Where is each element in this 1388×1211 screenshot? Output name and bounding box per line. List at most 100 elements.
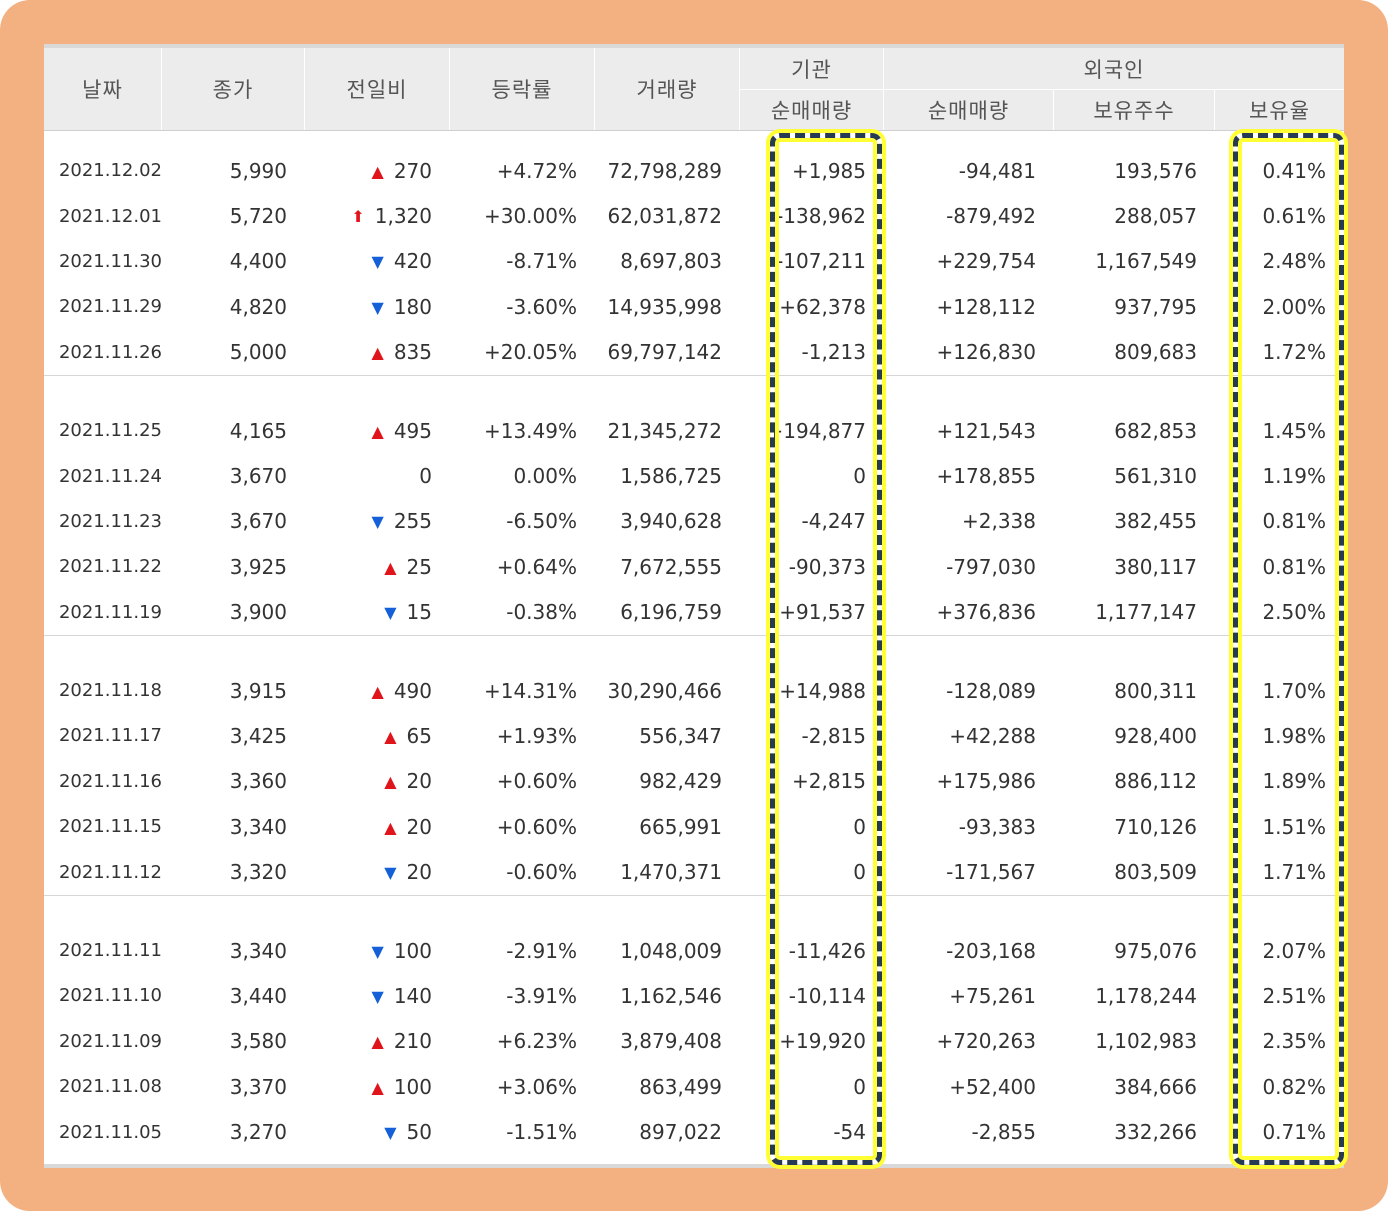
cell-institution-net: 0 [853, 860, 866, 885]
table-row[interactable]: 2021.12.02 5,990 ▲ 270 +4.72% 72,798,289 +1,98… [44, 148, 1344, 193]
table-row[interactable]: 2021.11.16 3,360 ▲ 20 +0.60% 982,429 +2,815 +17… [44, 759, 1344, 804]
table-row[interactable]: 2021.11.05 3,270 ▼ 50 -1.51% 897,022 -54 -2,855… [44, 1109, 1344, 1154]
cell-volume: 1,586,725 [620, 464, 722, 489]
table-row[interactable]: 2021.11.26 5,000 ▲ 835 +20.05% 69,797,142 -1,2… [44, 330, 1344, 376]
table-row[interactable]: 2021.11.30 4,400 ▼ 420 -8.71% 8,697,803 -107,2… [44, 239, 1344, 284]
cell-volume: 982,429 [639, 769, 722, 794]
change-value: 100 [393, 938, 432, 963]
cell-institution-net: +194,877 [766, 418, 866, 443]
cell-foreign-ratio: 0.41% [1262, 158, 1326, 183]
header-foreign-ratio[interactable]: 보유율 [1215, 90, 1344, 130]
cell-foreign-net: +229,754 [936, 249, 1036, 274]
table-row[interactable]: 2021.11.17 3,425 ▲ 65 +1.93% 556,347 -2,815 +42… [44, 713, 1344, 758]
cell-date: 2021.11.30 [58, 250, 162, 272]
cell-foreign-net: -879,492 [946, 204, 1036, 229]
change-value: 20 [406, 814, 432, 839]
cell-institution-net: -10,114 [788, 983, 866, 1008]
cell-rate: -6.50% [506, 509, 577, 534]
change-value: 490 [393, 678, 432, 703]
cell-institution-net: +19,920 [779, 1029, 866, 1054]
table-row[interactable]: 2021.11.10 3,440 ▼ 140 -3.91% 1,162,546 -10,11… [44, 973, 1344, 1018]
cell-foreign-net: -94,481 [958, 158, 1036, 183]
header-foreign-net[interactable]: 순매매량 [884, 90, 1054, 130]
cell-foreign-shares: 193,576 [1114, 158, 1197, 183]
cell-volume: 1,048,009 [620, 938, 722, 963]
cell-foreign-net: +128,112 [936, 294, 1036, 319]
cell-close: 3,670 [229, 509, 287, 534]
cell-date: 2021.12.01 [58, 205, 162, 227]
cell-date: 2021.11.18 [58, 680, 162, 702]
cell-foreign-shares: 809,683 [1114, 340, 1197, 365]
up-arrow-icon: ▲ [371, 1032, 384, 1052]
table-row[interactable]: 2021.11.08 3,370 ▲ 100 +3.06% 863,499 0 +52,400… [44, 1064, 1344, 1109]
cell-close: 5,000 [229, 340, 287, 365]
cell-foreign-shares: 682,853 [1114, 418, 1197, 443]
cell-foreign-ratio: 1.45% [1262, 418, 1326, 443]
cell-rate: +14.31% [483, 678, 577, 703]
group-separator [44, 634, 1344, 668]
cell-change: ▲ 20 [305, 759, 450, 804]
header-rate[interactable]: 등락률 [450, 48, 595, 130]
cell-foreign-ratio: 0.81% [1262, 509, 1326, 534]
cell-close: 3,425 [229, 723, 287, 748]
cell-foreign-shares: 1,167,549 [1095, 249, 1197, 274]
down-arrow-icon: ▼ [371, 512, 384, 532]
cell-change: 0 [305, 453, 450, 498]
cell-volume: 72,798,289 [607, 158, 722, 183]
table-row[interactable]: 2021.11.11 3,340 ▼ 100 -2.91% 1,048,009 -11,42… [44, 928, 1344, 973]
table-row[interactable]: 2021.11.24 3,670 0 0.00% 1,586,725 0 +178,855 5… [44, 453, 1344, 498]
cell-institution-net: +2,815 [791, 769, 866, 794]
table-row[interactable]: 2021.11.29 4,820 ▼ 180 -3.60% 14,935,998 +62,3… [44, 284, 1344, 329]
cell-rate: -0.38% [506, 600, 577, 625]
cell-foreign-shares: 288,057 [1114, 204, 1197, 229]
up-arrow-icon: ▲ [371, 161, 384, 181]
stock-table-panel: 날짜 종가 전일비 등락률 거래량 기관 순매매량 외국인 순매매량 보유주수 … [44, 44, 1344, 1168]
table-row[interactable]: 2021.11.15 3,340 ▲ 20 +0.60% 665,991 0 -93,383 7… [44, 804, 1344, 849]
cell-rate: +20.05% [483, 340, 577, 365]
table-row[interactable]: 2021.11.18 3,915 ▲ 490 +14.31% 30,290,466 +14,… [44, 668, 1344, 713]
header-volume[interactable]: 거래량 [595, 48, 740, 130]
cell-foreign-net: +178,855 [936, 464, 1036, 489]
header-date[interactable]: 날짜 [44, 48, 162, 130]
change-value: 65 [406, 723, 432, 748]
cell-rate: +6.23% [496, 1029, 577, 1054]
cell-close: 5,720 [229, 204, 287, 229]
cell-date: 2021.11.16 [58, 770, 162, 792]
table-row[interactable]: 2021.11.25 4,165 ▲ 495 +13.49% 21,345,272 +194… [44, 408, 1344, 453]
up-arrow-icon: ▲ [384, 817, 397, 837]
cell-foreign-ratio: 0.81% [1262, 554, 1326, 579]
cell-foreign-shares: 1,102,983 [1095, 1029, 1197, 1054]
cell-foreign-net: -203,168 [946, 938, 1036, 963]
change-value: 20 [406, 860, 432, 885]
cell-volume: 14,935,998 [607, 294, 722, 319]
cell-volume: 21,345,272 [607, 418, 722, 443]
header-change[interactable]: 전일비 [305, 48, 450, 130]
cell-close: 3,370 [229, 1074, 287, 1099]
header-foreign-shares[interactable]: 보유주수 [1054, 90, 1215, 130]
cell-foreign-shares: 800,311 [1114, 678, 1197, 703]
table-row[interactable]: 2021.12.01 5,720 ⬆ 1,320 +30.00% 62,031,872 -1… [44, 193, 1344, 238]
cell-rate: -3.60% [506, 294, 577, 319]
cell-date: 2021.12.02 [58, 160, 162, 182]
cell-rate: +0.64% [496, 554, 577, 579]
table-row[interactable]: 2021.11.19 3,900 ▼ 15 -0.38% 6,196,759 +91,537… [44, 590, 1344, 636]
table-row[interactable]: 2021.11.09 3,580 ▲ 210 +6.23% 3,879,408 +19,92… [44, 1019, 1344, 1064]
cell-date: 2021.11.12 [58, 861, 162, 883]
cell-rate: -8.71% [506, 249, 577, 274]
cell-date: 2021.11.09 [58, 1030, 162, 1052]
cell-volume: 1,470,371 [620, 860, 722, 885]
down-arrow-icon: ▼ [384, 863, 397, 883]
down-arrow-icon: ▼ [384, 603, 397, 623]
group-separator [44, 374, 1344, 408]
top-divider [44, 44, 1344, 48]
header-close[interactable]: 종가 [162, 48, 305, 130]
table-row[interactable]: 2021.11.23 3,670 ▼ 255 -6.50% 3,940,628 -4,247… [44, 499, 1344, 544]
change-value: 0 [419, 464, 432, 489]
cell-volume: 3,940,628 [620, 509, 722, 534]
cell-change: ▲ 100 [305, 1064, 450, 1109]
header-institution-net[interactable]: 순매매량 [740, 90, 884, 130]
table-row[interactable]: 2021.11.12 3,320 ▼ 20 -0.60% 1,470,371 0 -171,5… [44, 849, 1344, 895]
table-row[interactable]: 2021.11.22 3,925 ▲ 25 +0.64% 7,672,555 -90,373… [44, 544, 1344, 589]
cell-close: 3,440 [229, 983, 287, 1008]
cell-foreign-shares: 928,400 [1114, 723, 1197, 748]
